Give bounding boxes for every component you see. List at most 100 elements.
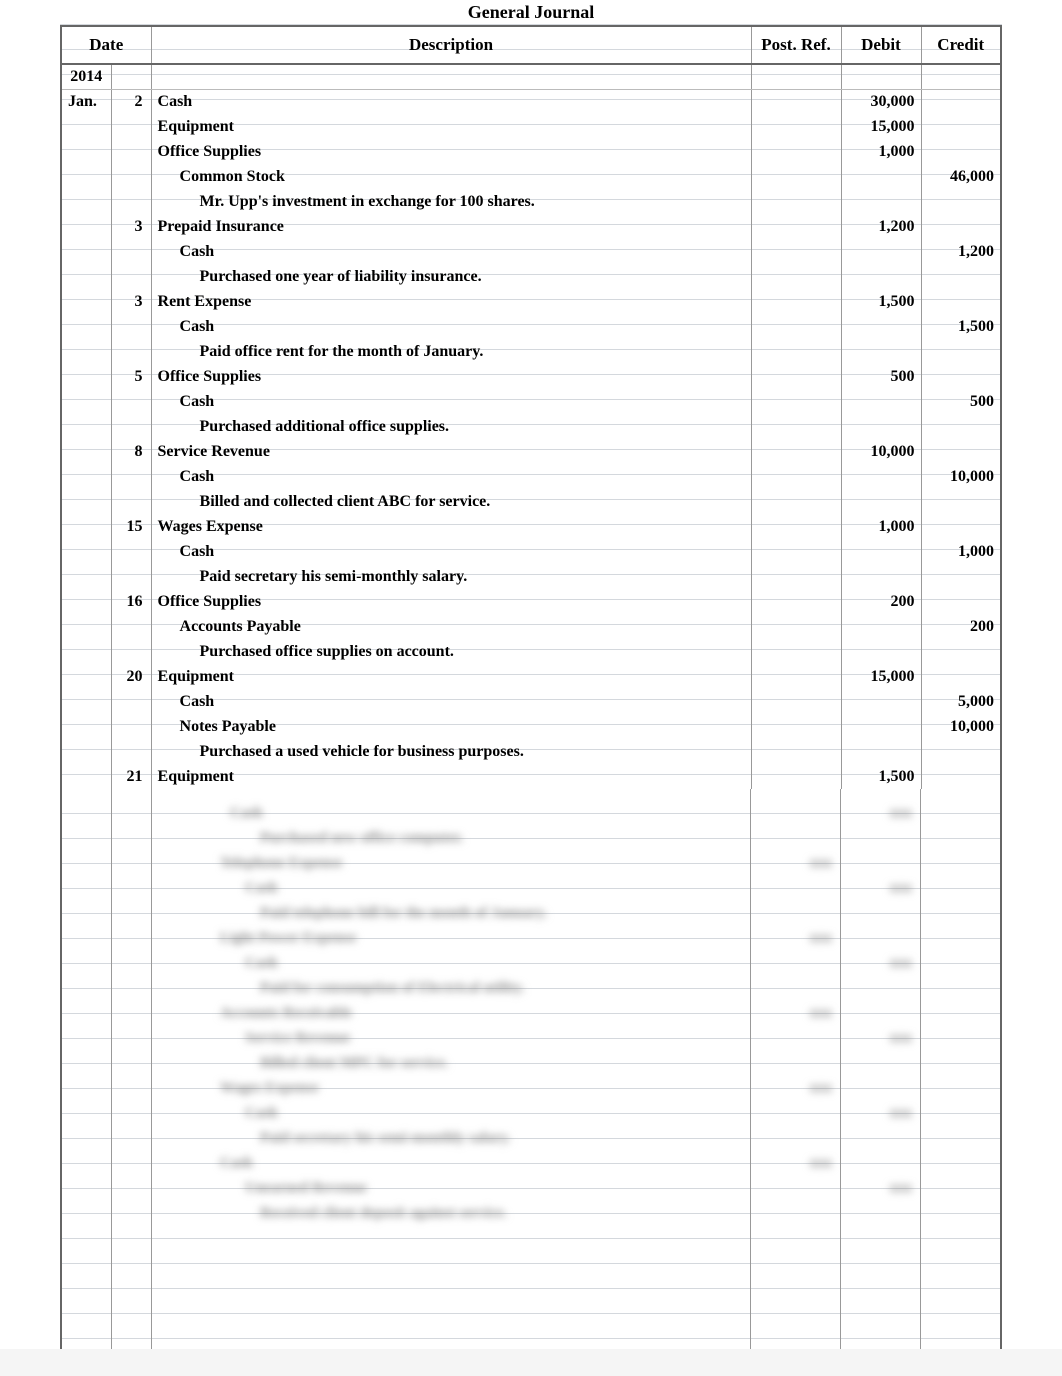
header-row: Date Description Post. Ref. Debit Credit [61,26,1001,64]
cell-postref [751,414,841,439]
cell-postref [751,639,841,664]
cell-credit [921,414,1001,439]
faded-continuation: CashxxxPurchased new office computer.Tel… [60,789,1002,1349]
cell-credit [921,439,1001,464]
cell-postref [751,314,841,339]
faded-row: Unearned Revenuexxx [60,1176,1002,1201]
table-row: Billed and collected client ABC for serv… [61,489,1001,514]
cell-debit: 1,500 [841,764,921,789]
cell-month [61,689,111,714]
faded-row: Cashxxx [60,951,1002,976]
cell-credit [921,564,1001,589]
cell-month [61,264,111,289]
cell-month [61,739,111,764]
cell-day: 3 [111,214,151,239]
cell-debit [841,339,921,364]
cell-postref [751,439,841,464]
cell-credit [921,739,1001,764]
cell-postref [751,239,841,264]
journal-table: Date Description Post. Ref. Debit Credit… [60,25,1002,789]
cell-debit [841,314,921,339]
cell-description: Office Supplies [151,364,751,389]
cell-day [111,614,151,639]
cell-postref [751,289,841,314]
cell-description: Cash [151,689,751,714]
cell-credit [921,339,1001,364]
cell-month [61,289,111,314]
cell-debit: 15,000 [841,114,921,139]
cell-postref [751,614,841,639]
cell-postref [751,764,841,789]
cell-day [111,539,151,564]
table-row: Cash 500 [61,389,1001,414]
cell-description: Cash [151,464,751,489]
journal-title: General Journal [60,0,1002,25]
cell-postref [751,164,841,189]
cell-credit: 500 [921,389,1001,414]
cell-month [61,464,111,489]
year-cell: 2014 [61,64,111,89]
cell-credit [921,489,1001,514]
cell-debit [841,739,921,764]
faded-row: Cashxxx [60,1151,1002,1176]
cell-postref [751,464,841,489]
table-row: Cash1,200 [61,239,1001,264]
header-credit: Credit [921,26,1001,64]
cell-credit [921,89,1001,114]
cell-credit [921,189,1001,214]
table-row: 16Office Supplies200 [61,589,1001,614]
cell-month [61,114,111,139]
header-date: Date [61,26,151,64]
faded-row: Billed client MPC for service. [60,1051,1002,1076]
cell-month [61,189,111,214]
cell-month [61,314,111,339]
cell-description: Mr. Upp's investment in exchange for 100… [151,189,751,214]
cell-credit [921,114,1001,139]
table-row: Jan.2Cash30,000 [61,89,1001,114]
cell-day [111,389,151,414]
faded-row: Light Power Expensexxx [60,926,1002,951]
cell-month [61,389,111,414]
table-row: Purchased office supplies on account. [61,639,1001,664]
table-row: Accounts Payable200 [61,614,1001,639]
cell-debit: 1,500 [841,289,921,314]
cell-debit [841,614,921,639]
cell-month [61,614,111,639]
cell-debit [841,189,921,214]
faded-row: Cashxxx [60,801,1002,826]
cell-day [111,564,151,589]
cell-credit: 1,000 [921,539,1001,564]
header-postref: Post. Ref. [751,26,841,64]
cell-month [61,564,111,589]
cell-postref [751,264,841,289]
cell-credit [921,639,1001,664]
header-debit: Debit [841,26,921,64]
table-row: 8Service Revenue10,000 [61,439,1001,464]
table-row: Paid secretary his semi-monthly salary. [61,564,1001,589]
table-row: Office Supplies1,000 [61,139,1001,164]
table-row: Cash1,500 [61,314,1001,339]
cell-description: Notes Payable [151,714,751,739]
cell-debit [841,714,921,739]
cell-postref [751,139,841,164]
faded-row: Cashxxx [60,876,1002,901]
table-row: Equipment15,000 [61,114,1001,139]
table-row: 5Office Supplies500 [61,364,1001,389]
cell-day [111,739,151,764]
cell-credit: 10,000 [921,714,1001,739]
table-row: 21Equipment1,500 [61,764,1001,789]
cell-postref [751,539,841,564]
cell-debit [841,489,921,514]
cell-postref [751,739,841,764]
table-row: Common Stock46,000 [61,164,1001,189]
cell-description: Billed and collected client ABC for serv… [151,489,751,514]
cell-day [111,414,151,439]
cell-description: Equipment [151,764,751,789]
cell-description: Cash [151,389,751,414]
cell-debit [841,389,921,414]
cell-credit [921,289,1001,314]
cell-day [111,339,151,364]
cell-debit [841,564,921,589]
cell-description: Cash [151,89,751,114]
cell-postref [751,664,841,689]
